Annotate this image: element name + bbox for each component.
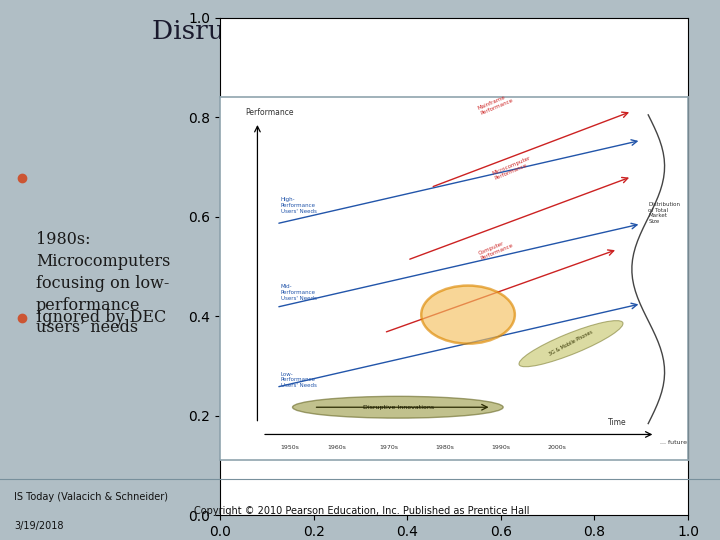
Text: 1960s: 1960s [328, 445, 346, 450]
Ellipse shape [292, 396, 503, 418]
Text: 2000s: 2000s [547, 445, 567, 450]
Text: 1970s: 1970s [379, 445, 398, 450]
Text: Distribution
of Total
Market
Size: Distribution of Total Market Size [648, 202, 680, 224]
Text: users’ needs: users’ needs [36, 320, 138, 336]
Text: focusing on low-: focusing on low- [36, 275, 169, 293]
Text: Disruptive Innovations (cont’d): Disruptive Innovations (cont’d) [152, 19, 568, 44]
Text: 1980s: 1980s [435, 445, 454, 450]
Text: 1990s: 1990s [491, 445, 510, 450]
Text: 3-50: 3-50 [348, 80, 372, 90]
Text: Copyright © 2010 Pearson Education, Inc. Published as Prentice Hall: Copyright © 2010 Pearson Education, Inc.… [194, 507, 530, 516]
Text: Time: Time [608, 418, 627, 427]
Text: Disruptive Innovations: Disruptive Innovations [361, 404, 434, 410]
Text: Microcomputers: Microcomputers [36, 253, 171, 271]
Text: ... future: ... future [660, 440, 687, 444]
Text: Ignored by DEC: Ignored by DEC [36, 309, 166, 326]
Text: Mainframe
Performance: Mainframe Performance [477, 92, 514, 116]
Text: IS Today (Valacich & Schneider): IS Today (Valacich & Schneider) [14, 491, 168, 502]
Text: Computer
Performance: Computer Performance [477, 238, 514, 261]
Text: High-
Performance
Users' Needs: High- Performance Users' Needs [281, 197, 317, 214]
Text: 1950s: 1950s [281, 445, 300, 450]
Text: Microcomputer
Performance: Microcomputer Performance [492, 155, 534, 181]
Text: 1980s:: 1980s: [36, 232, 91, 248]
Text: Mid-
Performance
Users' Needs: Mid- Performance Users' Needs [281, 285, 317, 301]
Ellipse shape [320, 69, 400, 101]
Text: 3G & Mobile Phones: 3G & Mobile Phones [548, 330, 594, 357]
Ellipse shape [519, 321, 623, 367]
Text: Performance: Performance [246, 108, 294, 117]
Text: performance: performance [36, 298, 140, 314]
Ellipse shape [421, 286, 515, 343]
Text: 3/19/2018: 3/19/2018 [14, 521, 64, 531]
Text: Low-
Performance
Users' Needs: Low- Performance Users' Needs [281, 372, 317, 388]
